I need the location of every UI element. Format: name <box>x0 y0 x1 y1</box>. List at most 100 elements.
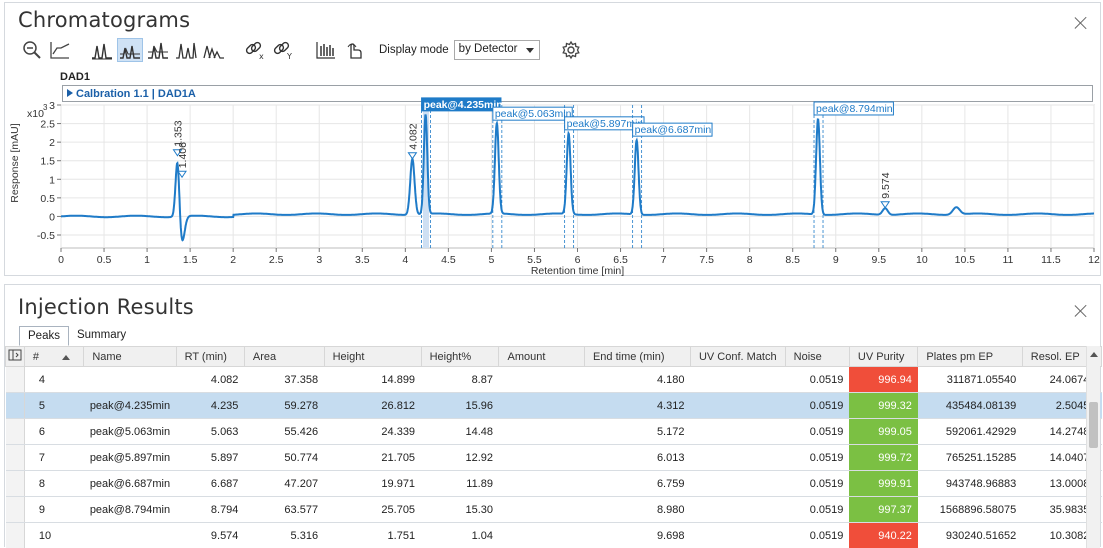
end-time-value: 8.980 <box>584 497 690 523</box>
row-number: 5 <box>24 393 83 419</box>
row-number: 6 <box>24 419 83 445</box>
x-tick-label: 10 <box>916 254 928 266</box>
row-selector[interactable] <box>6 393 25 419</box>
x-tick-label: 7 <box>661 254 667 266</box>
row-number: 10 <box>24 523 83 548</box>
end-time-value: 6.013 <box>584 445 690 471</box>
rt-value: 5.063 <box>176 419 244 445</box>
col-height[interactable]: Height <box>324 347 421 367</box>
peak-name: peak@6.687min <box>84 471 176 497</box>
uv-conf-value <box>690 523 785 548</box>
amount-value <box>499 367 584 393</box>
row-selector[interactable] <box>6 445 25 471</box>
height-value: 21.705 <box>324 445 421 471</box>
x-tick-label: 4.5 <box>441 254 456 266</box>
x-tick-label: 2 <box>230 254 236 266</box>
col-uv-purity[interactable]: UV Purity <box>849 347 917 367</box>
height-value: 24.339 <box>324 419 421 445</box>
noise-value: 0.0519 <box>785 393 849 419</box>
col-name[interactable]: Name <box>84 347 176 367</box>
peak-name <box>84 523 176 548</box>
x-tick-label: 4 <box>402 254 408 266</box>
col-end-time[interactable]: End time (min) <box>584 347 690 367</box>
x-tick-label: 11.5 <box>1041 254 1061 266</box>
col-uv-conf[interactable]: UV Conf. Match <box>690 347 785 367</box>
row-selector[interactable] <box>6 367 25 393</box>
amount-value <box>499 471 584 497</box>
area-value: 47.207 <box>244 471 324 497</box>
noise-value: 0.0519 <box>785 497 849 523</box>
x-tick-label: 1.5 <box>183 254 198 266</box>
col-rt[interactable]: RT (min) <box>176 347 244 367</box>
row-selector[interactable] <box>6 497 25 523</box>
height-pct-value: 14.48 <box>421 419 499 445</box>
col-plates[interactable]: Plates pm EP <box>918 347 1022 367</box>
end-time-value: 4.180 <box>584 367 690 393</box>
x-tick-label: 5 <box>488 254 494 266</box>
uv-purity-value: 940.22 <box>849 523 917 548</box>
column-chooser[interactable] <box>6 347 25 367</box>
y-tick-label: 2 <box>49 137 55 149</box>
amount-value <box>499 523 584 548</box>
col-area[interactable]: Area <box>244 347 324 367</box>
y-tick-label: 0 <box>49 211 55 223</box>
x-tick-label: 8.5 <box>785 254 800 266</box>
tab-summary[interactable]: Summary <box>69 326 134 346</box>
peak-label: peak@8.794min <box>816 103 893 115</box>
row-selector[interactable] <box>6 419 25 445</box>
col-number[interactable]: # <box>24 347 83 367</box>
col-amount[interactable]: Amount <box>499 347 584 367</box>
scroll-up-icon[interactable] <box>1090 352 1098 357</box>
y-tick-label: 0.5 <box>40 193 55 205</box>
uv-purity-value: 999.72 <box>849 445 917 471</box>
noise-value: 0.0519 <box>785 523 849 548</box>
x-tick-label: 9 <box>833 254 839 266</box>
height-pct-value: 12.92 <box>421 445 499 471</box>
uv-purity-value: 999.05 <box>849 419 917 445</box>
injection-results-panel: Injection Results Peaks Summary # <box>4 284 1101 547</box>
tab-peaks[interactable]: Peaks <box>19 326 69 346</box>
height-value: 25.705 <box>324 497 421 523</box>
row-selector[interactable] <box>6 523 25 548</box>
x-tick-label: 0.5 <box>97 254 112 266</box>
end-time-value: 4.312 <box>584 393 690 419</box>
peak-rt-label: 4.082 <box>407 123 419 149</box>
peak-name: peak@4.235min <box>84 393 176 419</box>
noise-value: 0.0519 <box>785 419 849 445</box>
plates-value: 435484.08139 <box>918 393 1022 419</box>
vertical-scrollbar[interactable] <box>1086 346 1100 548</box>
x-tick-label: 7.5 <box>699 254 714 266</box>
height-pct-value: 15.30 <box>421 497 499 523</box>
col-noise[interactable]: Noise <box>785 347 849 367</box>
height-pct-value: 11.89 <box>421 471 499 497</box>
plates-value: 1568896.58075 <box>918 497 1022 523</box>
uv-conf-value <box>690 445 785 471</box>
row-selector[interactable] <box>6 471 25 497</box>
y-tick-label: 3 <box>49 100 55 112</box>
peak-name: peak@8.794min <box>84 497 176 523</box>
plates-value: 592061.42929 <box>918 419 1022 445</box>
scroll-thumb[interactable] <box>1089 402 1098 448</box>
col-number-label: # <box>33 351 39 363</box>
uv-purity-value: 996.94 <box>849 367 917 393</box>
uv-conf-value <box>690 367 785 393</box>
area-value: 37.358 <box>244 367 324 393</box>
col-height-pct[interactable]: Height% <box>421 347 499 367</box>
row-number: 7 <box>24 445 83 471</box>
rt-value: 4.082 <box>176 367 244 393</box>
close-icon[interactable] <box>1073 303 1089 319</box>
uv-conf-value <box>690 419 785 445</box>
sort-asc-icon <box>62 355 70 360</box>
amount-value <box>499 393 584 419</box>
end-time-value: 6.759 <box>584 471 690 497</box>
area-value: 55.426 <box>244 419 324 445</box>
rt-value: 9.574 <box>176 523 244 548</box>
